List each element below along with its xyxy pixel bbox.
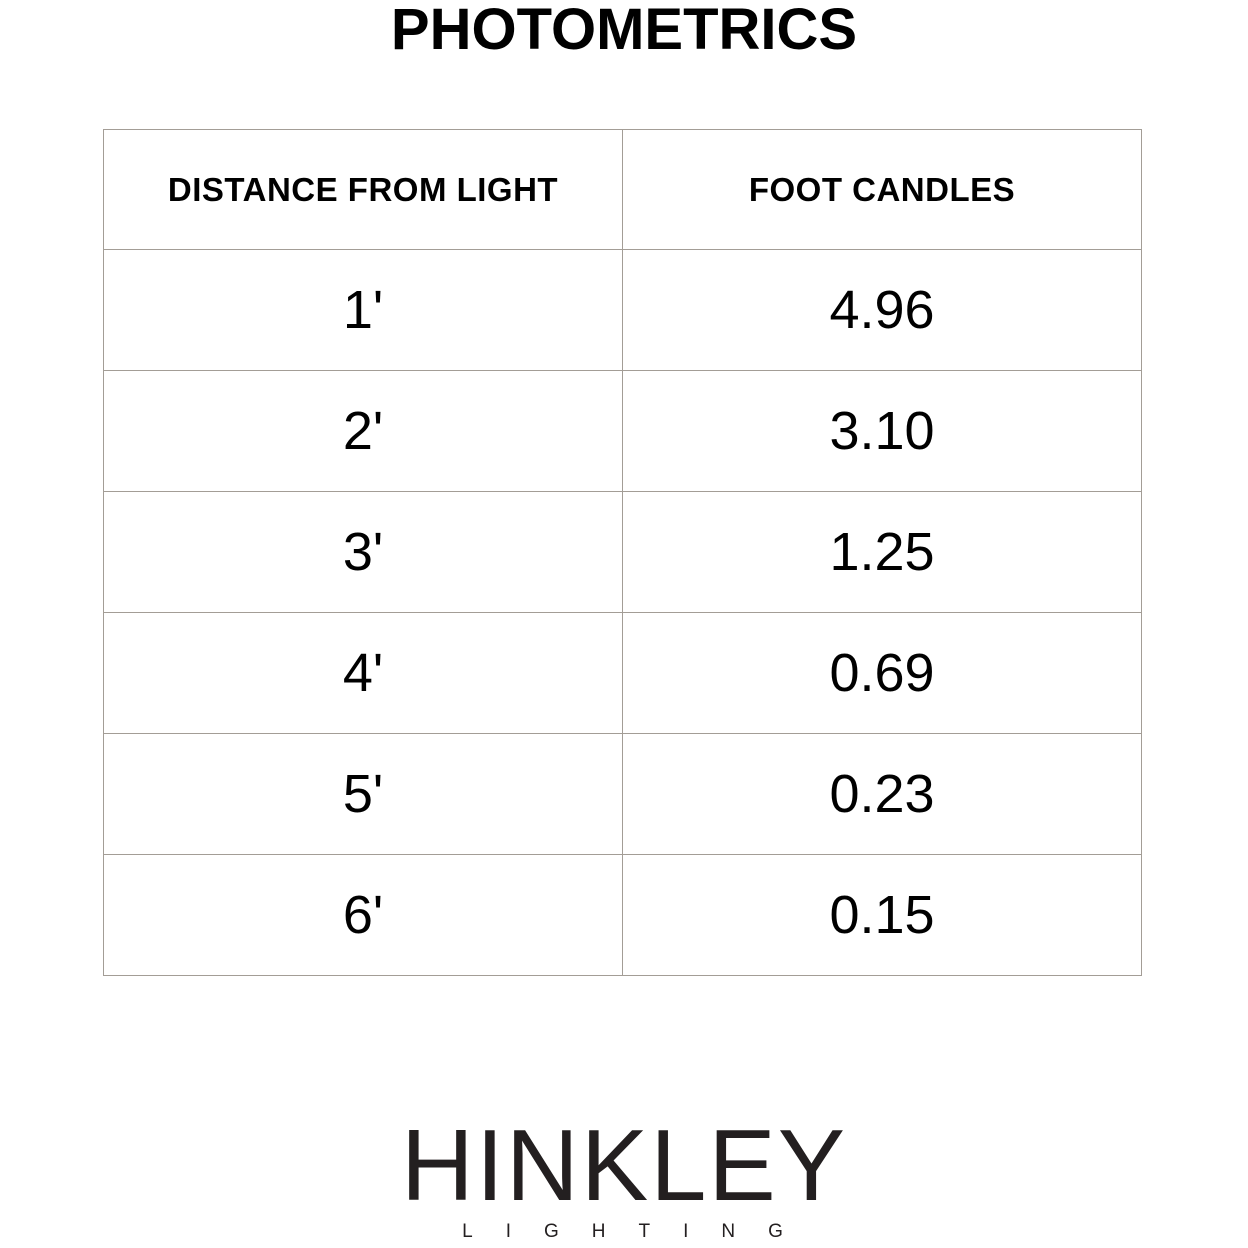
page-title: PHOTOMETRICS <box>390 0 858 62</box>
distance-cell: 4' <box>103 612 623 734</box>
logo-subtitle: LIGHTING <box>462 1221 816 1242</box>
foot-candles-cell: 1.25 <box>622 491 1142 613</box>
foot-candles-cell: 0.15 <box>622 854 1142 976</box>
hinkley-logo: HINKLEY LIGHTING <box>0 1116 1248 1243</box>
header-foot-candles: FOOT CANDLES <box>622 129 1142 250</box>
distance-cell: 1' <box>103 249 623 371</box>
distance-cell: 3' <box>103 491 623 613</box>
table-row: 6' 0.15 <box>103 854 1142 976</box>
table-row: 5' 0.23 <box>103 733 1142 855</box>
header-distance: DISTANCE FROM LIGHT <box>103 129 623 250</box>
foot-candles-cell: 0.69 <box>622 612 1142 734</box>
table-row: 2' 3.10 <box>103 370 1142 492</box>
distance-cell: 6' <box>103 854 623 976</box>
distance-cell: 5' <box>103 733 623 855</box>
table-header-row: DISTANCE FROM LIGHT FOOT CANDLES <box>103 129 1142 250</box>
foot-candles-cell: 4.96 <box>622 249 1142 371</box>
table-row: 4' 0.69 <box>103 612 1142 734</box>
photometrics-table: DISTANCE FROM LIGHT FOOT CANDLES 1' 4.96 … <box>103 129 1142 976</box>
foot-candles-cell: 0.23 <box>622 733 1142 855</box>
foot-candles-cell: 3.10 <box>622 370 1142 492</box>
table-row: 3' 1.25 <box>103 491 1142 613</box>
table-row: 1' 4.96 <box>103 249 1142 371</box>
logo-brand: HINKLEY <box>400 1110 848 1222</box>
distance-cell: 2' <box>103 370 623 492</box>
